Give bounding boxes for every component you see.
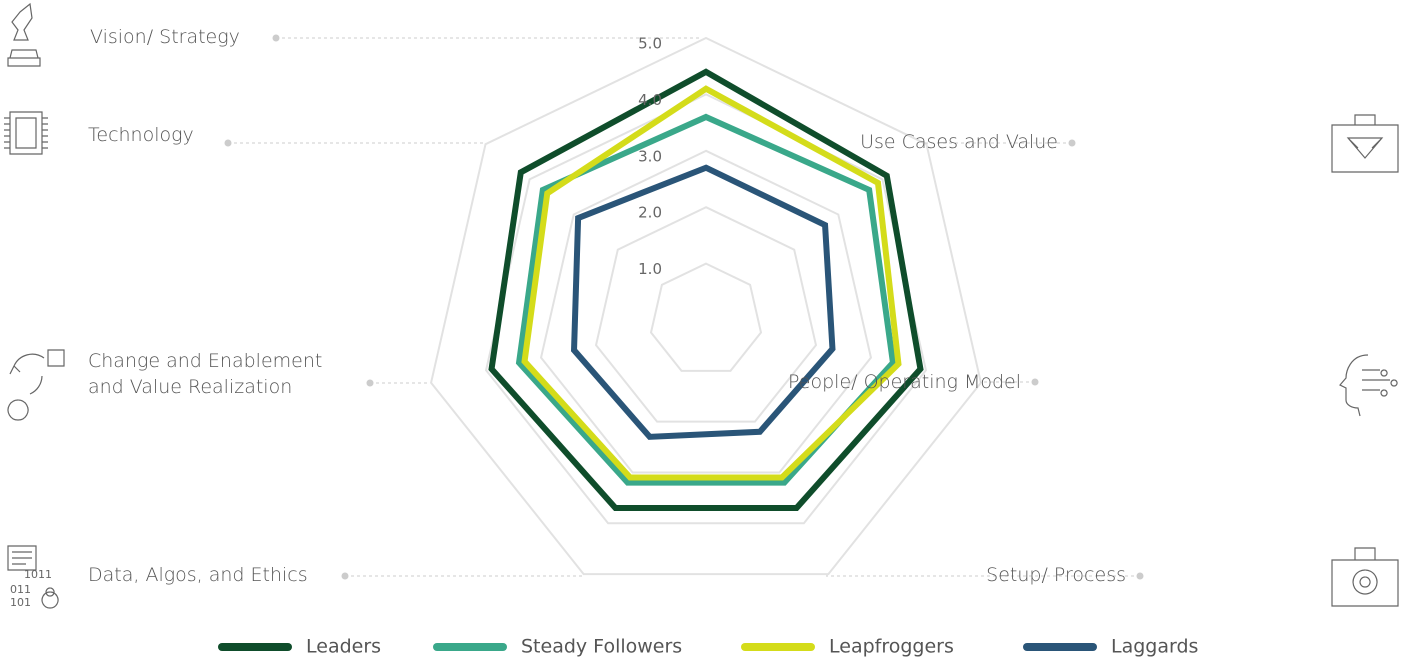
category-label: Change and Enablement and Value Realizat…	[88, 350, 323, 398]
chess-icon	[7, 2, 41, 67]
leader-dot	[224, 139, 232, 147]
toolbox-icon	[1331, 547, 1399, 607]
leader-dot	[1068, 139, 1076, 147]
series-line	[515, 113, 897, 486]
series-line	[521, 85, 902, 481]
binary-icon: 1011	[24, 568, 52, 581]
r-tick-label: 1.0	[638, 260, 662, 278]
binary-icon: 011	[10, 583, 31, 596]
data-icon	[7, 545, 59, 609]
leader-dot	[1136, 572, 1144, 580]
category-label: Technology	[88, 124, 194, 146]
category-label: Data, Algos, and Ethics	[88, 564, 308, 586]
leader-dot	[1031, 378, 1039, 386]
icons	[4, 2, 1399, 609]
grid-ring	[649, 262, 763, 372]
grid-ring	[484, 93, 928, 525]
cycle-icon	[7, 349, 65, 421]
legend-label: Leaders	[306, 636, 381, 658]
category-label: People/ Operating Model	[788, 371, 1021, 393]
series-line	[570, 164, 836, 440]
head-icon	[1339, 354, 1398, 417]
category-label: Setup/ Process	[986, 564, 1126, 586]
gem-icon	[1331, 114, 1399, 173]
chip-icon	[4, 111, 48, 155]
legend-label: Steady Followers	[521, 636, 682, 658]
grid-ring	[594, 206, 818, 423]
binary-icon: 101	[10, 596, 31, 609]
r-tick-label: 3.0	[638, 147, 662, 165]
leader-dot	[341, 572, 349, 580]
legend-label: Laggards	[1111, 636, 1198, 658]
legend-label: Leapfroggers	[829, 636, 954, 658]
leader-dot	[366, 379, 374, 387]
r-tick-label: 2.0	[638, 204, 662, 222]
grid-ring	[539, 149, 873, 474]
leader-dot	[272, 34, 280, 42]
series-line	[488, 68, 924, 512]
category-label: Vision/ Strategy	[90, 26, 240, 48]
grid-ring	[429, 36, 983, 576]
category-label: Use Cases and Value	[860, 131, 1058, 153]
r-tick-label: 4.0	[638, 91, 662, 109]
r-tick-label: 5.0	[638, 35, 662, 53]
